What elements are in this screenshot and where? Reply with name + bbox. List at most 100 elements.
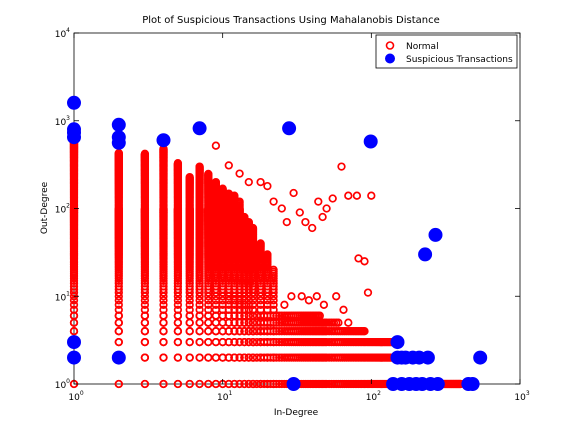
normal-point — [328, 194, 337, 203]
normal-point — [211, 141, 221, 150]
normal-point — [248, 296, 258, 305]
normal-point — [195, 296, 204, 305]
normal-point — [114, 282, 123, 291]
normal-point — [114, 379, 123, 389]
normal-point — [224, 337, 233, 347]
normal-point — [275, 327, 284, 336]
y-tick-label-base: 10 — [55, 293, 67, 303]
normal-point — [140, 282, 150, 291]
normal-point — [248, 300, 258, 309]
normal-point — [287, 292, 296, 301]
legend-normal-label: Normal — [406, 42, 439, 52]
normal-point — [185, 353, 194, 362]
normal-point — [269, 296, 278, 305]
y-tick-label: 102 — [55, 203, 70, 216]
normal-point — [140, 337, 150, 347]
normal-point — [269, 265, 278, 274]
normal-point — [159, 296, 168, 305]
x-tick-label-exponent: 3 — [526, 390, 530, 397]
y-tick-label-exponent: 3 — [66, 115, 70, 122]
normal-point — [240, 379, 249, 389]
normal-point — [173, 300, 183, 309]
normal-point — [204, 282, 213, 291]
normal-point — [159, 300, 168, 309]
suspicious-series — [67, 95, 488, 391]
normal-point — [224, 311, 233, 320]
x-tick-label-base: 10 — [68, 393, 80, 403]
normal-point — [272, 327, 281, 336]
normal-point — [269, 353, 278, 362]
normal-point — [272, 379, 281, 389]
normal-point — [315, 311, 324, 320]
normal-point — [352, 191, 362, 200]
normal-point — [159, 379, 168, 389]
suspicious-point — [156, 133, 171, 148]
normal-point — [248, 282, 258, 291]
normal-point — [69, 282, 79, 291]
normal-point — [248, 337, 258, 347]
normal-point — [230, 337, 239, 347]
normal-point — [230, 300, 239, 309]
normal-point — [289, 188, 298, 198]
normal-point — [140, 296, 150, 305]
normal-point — [235, 169, 244, 178]
normal-point — [159, 353, 168, 362]
normal-point — [269, 197, 278, 206]
normal-point — [360, 257, 369, 266]
normal-point — [230, 327, 239, 336]
normal-point — [204, 327, 213, 336]
x-tick-label-exponent: 1 — [228, 390, 232, 397]
x-tick-label-base: 10 — [514, 393, 526, 403]
normal-point — [314, 197, 323, 206]
normal-point — [69, 327, 79, 336]
normal-point — [248, 223, 258, 233]
normal-point — [360, 327, 369, 336]
y-tick-label-exponent: 2 — [66, 203, 70, 210]
normal-point — [185, 282, 194, 291]
legend-suspicious-marker — [385, 53, 395, 64]
normal-point — [235, 379, 244, 389]
normal-point — [322, 204, 331, 213]
normal-point — [224, 327, 233, 336]
normal-point — [140, 353, 150, 362]
normal-point — [244, 327, 253, 336]
normal-point — [204, 353, 213, 362]
normal-point — [159, 327, 168, 336]
normal-point — [230, 353, 239, 362]
y-tick-label-base: 10 — [55, 206, 67, 216]
x-tick-label: 103 — [514, 390, 529, 403]
normal-point — [244, 337, 253, 347]
normal-point — [334, 318, 343, 327]
suspicious-point — [67, 130, 81, 145]
normal-point — [235, 296, 244, 305]
y-tick-label-base: 10 — [55, 30, 67, 40]
normal-point — [235, 327, 244, 336]
normal-point — [256, 177, 265, 187]
normal-point — [297, 292, 306, 301]
normal-point — [195, 282, 204, 291]
suspicious-point — [111, 350, 126, 365]
suspicious-point — [67, 350, 81, 365]
normal-point — [195, 311, 204, 320]
x-tick-label: 101 — [217, 390, 232, 403]
x-tick-label-exponent: 2 — [377, 390, 381, 397]
normal-point — [332, 292, 341, 301]
normal-point — [295, 208, 304, 217]
suspicious-point — [286, 377, 301, 391]
y-tick-label: 101 — [55, 290, 70, 303]
normal-point — [173, 296, 183, 305]
normal-point — [272, 353, 281, 362]
normal-point — [114, 327, 123, 336]
normal-point — [363, 288, 373, 297]
suspicious-point — [473, 350, 488, 365]
suspicious-point — [390, 335, 405, 350]
normal-point — [275, 311, 284, 320]
normal-point — [185, 300, 194, 309]
y-tick-label: 104 — [55, 27, 70, 40]
normal-point — [248, 379, 258, 389]
normal-point — [140, 379, 150, 389]
normal-point — [204, 311, 213, 320]
suspicious-point — [67, 335, 81, 350]
